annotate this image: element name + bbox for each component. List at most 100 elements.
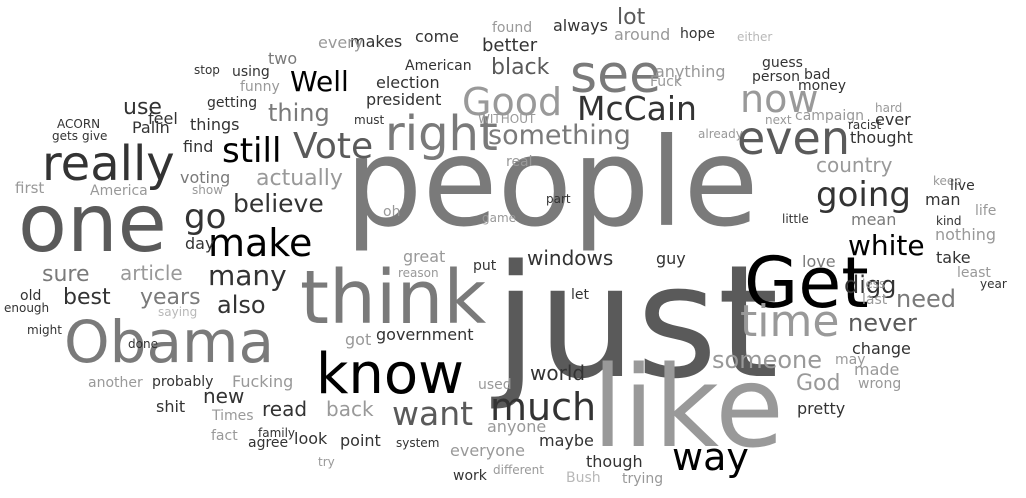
word-believe: believe	[233, 189, 324, 218]
word-america: America	[90, 183, 148, 199]
word-thought: thought	[850, 128, 913, 147]
word-mccain: McCain	[577, 89, 697, 128]
word-next: next	[765, 113, 792, 127]
word-guy: guy	[656, 249, 686, 268]
word-year: year	[980, 277, 1007, 291]
word-fuck: Fuck	[650, 74, 683, 90]
word-love: love	[802, 252, 836, 271]
word-day: day	[185, 234, 214, 253]
word-might: might	[27, 323, 62, 337]
word-old: old	[20, 288, 41, 304]
word-made: made	[854, 360, 899, 379]
word-less: less	[862, 277, 885, 291]
word-gets: gets	[52, 129, 78, 143]
word-good: Good	[462, 80, 562, 124]
word-fucking: Fucking	[232, 372, 293, 391]
word-system: system	[396, 436, 439, 450]
word-see: see	[570, 45, 661, 105]
word-different: different	[493, 463, 544, 477]
word-give: give	[82, 129, 107, 143]
word-shit: shit	[156, 397, 185, 416]
word-guess: guess	[762, 55, 803, 71]
word-anything: anything	[655, 62, 726, 81]
word-digg: digg	[844, 271, 896, 299]
word-windows: windows	[527, 246, 613, 270]
word-make: make	[208, 221, 312, 265]
word-saying: saying	[158, 305, 197, 319]
word-stop: stop	[194, 63, 220, 77]
word-may: may	[835, 352, 866, 368]
word-bush: Bush	[566, 470, 601, 486]
word-american: American	[405, 58, 472, 74]
word-must: must	[354, 113, 385, 127]
word-well: Well	[290, 65, 349, 98]
word-trying: trying	[622, 471, 663, 487]
word-wrong: wrong	[858, 376, 901, 392]
word-government: government	[376, 325, 474, 344]
word-someone: someone	[712, 346, 822, 374]
word-nothing: nothing	[935, 225, 996, 244]
word-mean: mean	[851, 210, 896, 229]
word-let: let	[571, 287, 590, 303]
word-many: many	[208, 259, 287, 292]
word-pretty: pretty	[797, 399, 845, 418]
word-best: best	[63, 285, 111, 310]
word-got: got	[345, 330, 371, 349]
word-get: Get	[744, 242, 869, 324]
word-think: think	[300, 255, 486, 341]
word-reason: reason	[398, 266, 439, 280]
word-another: another	[88, 375, 143, 391]
word-change: change	[852, 339, 911, 358]
word-way: way	[672, 435, 749, 479]
word-life: life	[975, 203, 996, 219]
word-come: come	[415, 27, 459, 46]
word-every: every	[318, 33, 363, 52]
word-years: years	[140, 285, 201, 310]
word-family: family	[258, 426, 295, 440]
word-racist: racist	[848, 118, 881, 132]
word-back: back	[326, 397, 374, 421]
word-actually: actually	[256, 166, 343, 191]
word-now: now	[740, 77, 818, 121]
word-thing: thing	[268, 99, 330, 127]
word-country: country	[816, 153, 893, 177]
word-either: either	[737, 30, 772, 44]
word-found: found	[492, 20, 532, 36]
word-last: last	[862, 292, 888, 308]
word-article: article	[120, 261, 183, 285]
word-things: things	[190, 115, 240, 134]
word-fact: fact	[211, 428, 238, 444]
word-part: part	[546, 192, 571, 206]
word-real: real	[506, 154, 533, 170]
word-least: least	[957, 265, 991, 281]
word-know: know	[316, 342, 464, 407]
word-take: take	[936, 248, 971, 267]
word-makes: makes	[350, 32, 402, 51]
word-white: white	[848, 229, 925, 262]
word-point: point	[340, 431, 381, 450]
word-game: game	[482, 211, 516, 225]
word-used: used	[478, 377, 512, 393]
word-oh: oh	[383, 204, 400, 220]
word-people: people	[345, 112, 759, 254]
word-black: black	[491, 55, 550, 80]
word-really: really	[42, 136, 175, 192]
word-god: God	[796, 371, 840, 396]
word-probably: probably	[152, 374, 213, 390]
word-campaign: campaign	[795, 108, 864, 124]
word-money: money	[798, 78, 846, 94]
word-times: Times	[211, 408, 254, 424]
word-voting: voting	[180, 168, 230, 187]
word-funny: funny	[240, 79, 280, 95]
word-keep: keep	[933, 174, 962, 188]
word-need: need	[896, 285, 956, 313]
word-little: little	[782, 212, 809, 226]
word-go: go	[184, 197, 226, 237]
word-just: just	[491, 231, 779, 413]
word-man: man	[925, 190, 961, 209]
word-read: read	[262, 397, 307, 421]
word-getting: getting	[207, 95, 257, 111]
word-without: WITHOUT	[478, 112, 536, 126]
word-acorn: ACORN	[57, 117, 100, 131]
word-lot: lot	[617, 5, 646, 30]
